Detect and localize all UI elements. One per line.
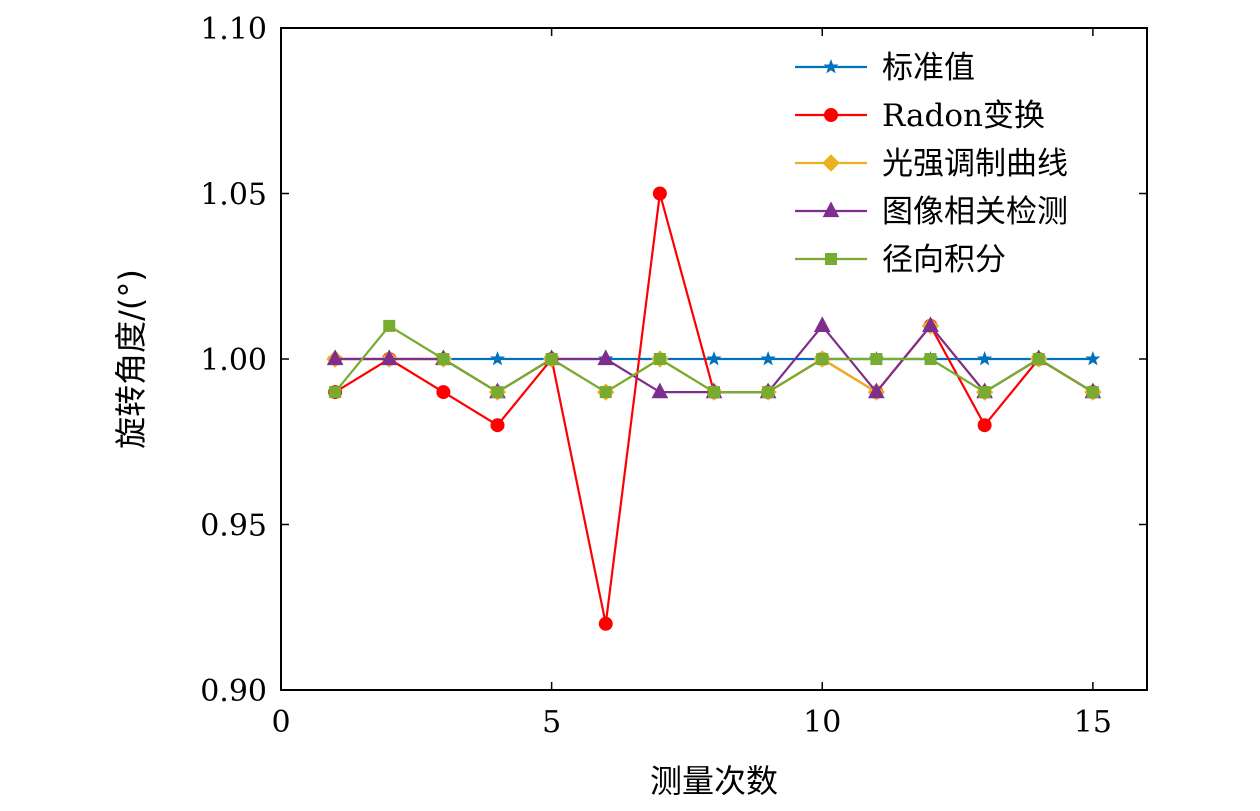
- data-point: [977, 418, 992, 433]
- y-tick-label: 1.05: [200, 178, 267, 213]
- data-point: [653, 353, 666, 365]
- x-tick-label: 15: [1074, 705, 1112, 740]
- x-tick-label: 10: [803, 705, 841, 740]
- y-tick-label: 0.90: [200, 674, 267, 709]
- legend-item: 径向积分: [795, 242, 1006, 278]
- legend-swatch-marker: [822, 201, 840, 218]
- data-point: [599, 386, 612, 399]
- data-point: [437, 353, 450, 365]
- data-point: [489, 351, 506, 366]
- data-point: [651, 382, 669, 399]
- data-point: [598, 616, 613, 631]
- series-5: [329, 319, 1099, 399]
- y-tick-label: 0.95: [200, 509, 267, 544]
- data-point: [760, 351, 776, 366]
- legend-label: Radon变换: [882, 98, 1045, 134]
- data-point: [326, 349, 344, 366]
- data-point: [924, 353, 937, 365]
- y-axis-title: 旋转角度/(°): [112, 269, 150, 449]
- data-point: [491, 386, 504, 399]
- data-point: [490, 418, 505, 433]
- data-point: [380, 349, 398, 366]
- legend-swatch-marker: [824, 108, 838, 122]
- data-point: [436, 385, 451, 400]
- data-point: [1032, 353, 1045, 365]
- legend-item: 图像相关检测: [795, 194, 1068, 230]
- legend-item: 标准值: [795, 50, 975, 86]
- legend-swatch-marker: [823, 59, 839, 74]
- data-point: [1085, 351, 1101, 366]
- data-point: [652, 186, 667, 201]
- series-layer: [326, 186, 1102, 631]
- y-tick-label: 1.00: [200, 343, 267, 378]
- data-point: [870, 353, 883, 365]
- legend-item: 光强调制曲线: [795, 146, 1068, 182]
- legend-label: 径向积分: [882, 242, 1006, 278]
- data-point: [383, 319, 396, 332]
- x-tick-label: 0: [271, 705, 290, 740]
- legend-label: 图像相关检测: [882, 194, 1068, 230]
- data-point: [762, 386, 775, 399]
- data-point: [597, 349, 615, 366]
- data-point: [708, 386, 720, 399]
- legend-item: Radon变换: [795, 98, 1045, 134]
- data-point: [922, 316, 939, 333]
- x-axis-title: 测量次数: [650, 762, 778, 800]
- tick-layer: 0 5 10 15 0.90 0.95 1.00 1.05 1.10: [200, 12, 1147, 740]
- data-point: [977, 351, 993, 366]
- y-tick-label: 1.10: [200, 12, 267, 47]
- legend-swatch-marker: [822, 154, 840, 172]
- data-point: [813, 316, 831, 333]
- data-point: [868, 382, 885, 399]
- data-point: [816, 353, 829, 365]
- data-point: [1086, 386, 1099, 399]
- data-point: [329, 386, 342, 399]
- legend-label: 光强调制曲线: [882, 146, 1068, 182]
- data-point: [978, 386, 991, 399]
- data-point: [706, 351, 722, 366]
- data-point: [545, 353, 558, 365]
- legend-swatch-marker: [825, 253, 837, 265]
- legend-label: 标准值: [882, 50, 975, 86]
- x-tick-label: 5: [542, 705, 561, 740]
